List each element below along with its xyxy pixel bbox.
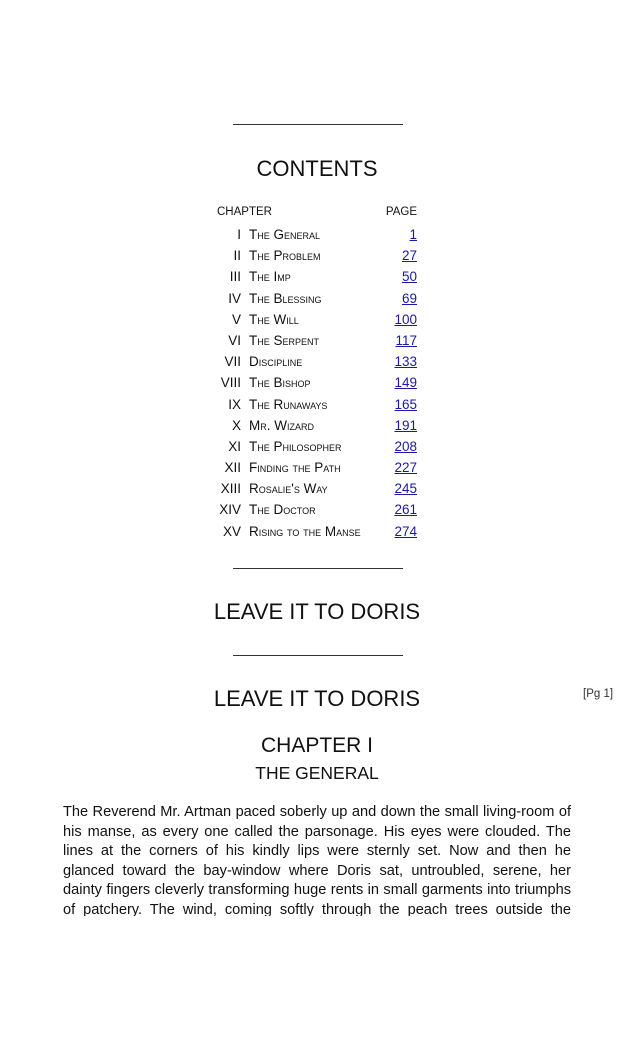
page-link[interactable]: 100 [394,311,417,327]
page-link[interactable]: 245 [394,481,417,497]
contents-table: CHAPTER PAGE I The General 1 II The Problem 2… [210,203,424,543]
chapter-number: XV [222,523,241,539]
chapter-title: The Doctor [249,502,316,518]
page-link[interactable]: 50 [401,269,417,285]
page-link[interactable]: 69 [401,290,417,306]
page-link[interactable]: 261 [394,502,417,518]
contents-row: X Mr. Wizard 191 [210,416,424,437]
chapter-title: The Imp [249,269,291,285]
chapter-number: VIII [220,375,241,391]
chapter-title: The Runaways [249,396,328,412]
contents-row: VII Discipline 133 [210,352,424,373]
chapter-title: Rising to the Manse [249,523,361,539]
chapter-number: I [237,227,241,242]
chapter-number: XIV [219,502,241,518]
chapter-title: The Bishop [249,375,311,391]
chapter-subtitle: THE GENERAL [255,763,379,783]
chapter-heading: CHAPTER I [260,734,373,757]
contents-row: V The Will 100 [210,310,424,331]
contents-row: XII Finding the Path 227 [210,458,424,479]
page-link[interactable]: 1 [409,227,417,242]
chapter-number: VII [224,354,241,370]
page-marker: [Pg 1] [583,688,614,700]
contents-row: XIII Rosalie's Way 245 [210,479,424,500]
contents-row: II The Problem 27 [210,246,424,267]
page-link[interactable]: 227 [394,460,417,476]
contents-row: XIV The Doctor 261 [210,500,424,521]
page-link[interactable]: 149 [394,375,417,391]
chapter-title: The Problem [249,248,321,264]
chapter-title: The Philosopher [249,438,342,454]
chapter-title: Finding the Path [249,460,341,476]
chapter-number: XII [224,460,241,476]
chapter-number: XI [228,438,241,454]
chapter-number: III [229,269,241,285]
rule [233,124,403,125]
page-header: PAGE [385,206,417,218]
chapter-title: Rosalie's Way [249,481,328,497]
contents-row: VIII The Bishop 149 [210,373,424,394]
contents-row: VI The Serpent 117 [210,331,424,352]
paragraph: The Reverend Mr. Artman paced soberly up… [63,804,571,916]
page-link[interactable]: 27 [401,248,417,264]
rule [233,568,403,569]
chapter-header: CHAPTER [217,206,272,218]
page-link[interactable]: 274 [394,523,417,539]
chapter-title: Mr. Wizard [249,417,314,433]
page-link[interactable]: 208 [394,438,417,454]
book-title: LEAVE IT TO DORIS [213,599,421,624]
contents-row: III The Imp 50 [210,267,424,288]
page-link[interactable]: 133 [394,354,417,370]
book-title: LEAVE IT TO DORIS [213,686,421,711]
contents-row: XI The Philosopher 208 [210,437,424,458]
chapter-number: V [231,311,241,327]
chapter-number: X [231,417,241,433]
chapter-title: The Serpent [249,332,320,348]
page-link[interactable]: 191 [394,417,417,433]
chapter-title: The Blessing [249,290,322,306]
chapter-title: The Will [249,311,299,327]
contents-row: I The General 1 [210,225,424,246]
chapter-number: VI [228,332,241,348]
chapter-title: The General [249,227,321,242]
chapter-number: II [233,248,241,264]
chapter-title: Discipline [249,354,303,370]
chapter-number: IX [228,396,241,412]
rule [233,655,403,656]
chapter-number: IV [228,290,241,306]
contents-row: XV Rising to the Manse 274 [210,522,424,543]
page-link[interactable]: 165 [394,396,417,412]
contents-row: IV The Blessing 69 [210,289,424,310]
contents-row: IX The Runaways 165 [210,395,424,416]
page-link[interactable]: 117 [395,332,417,348]
contents-title: CONTENTS [256,156,378,181]
chapter-number: XIII [220,481,241,497]
